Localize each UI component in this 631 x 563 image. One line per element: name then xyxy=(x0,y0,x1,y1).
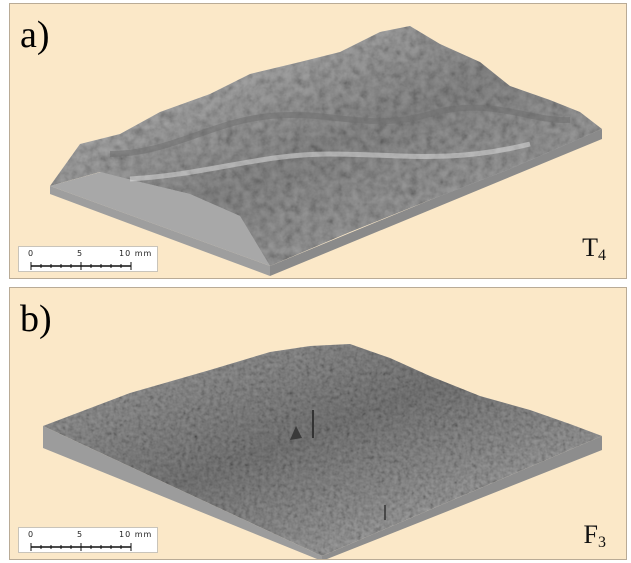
side-wall-left xyxy=(50,186,270,276)
scale-label-10: 10 mm xyxy=(119,249,153,258)
scale-bar: 0 5 10 mm xyxy=(18,246,158,272)
panel-a: a) 0 5 10 mm T4 xyxy=(9,3,627,279)
sample-label-t4: T4 xyxy=(582,233,606,264)
surface-top xyxy=(50,26,602,266)
scale-label-0: 0 xyxy=(28,249,35,258)
scale-label-0: 0 xyxy=(28,530,35,539)
side-wall-left xyxy=(43,426,322,559)
surface-render-f3 xyxy=(43,344,602,559)
surface-top xyxy=(43,344,602,556)
scale-bar: 0 5 10 mm xyxy=(18,527,158,553)
scale-label-5: 5 xyxy=(77,249,84,258)
sample-label-f3: F3 xyxy=(583,520,606,551)
panel-letter-a: a) xyxy=(20,14,50,56)
surface-render-t4 xyxy=(50,26,602,276)
side-wall-right xyxy=(322,436,602,559)
scale-label-5: 5 xyxy=(77,530,84,539)
side-wall-right xyxy=(270,129,602,276)
scale-label-10: 10 mm xyxy=(119,530,153,539)
panel-letter-b: b) xyxy=(20,298,52,340)
panel-b: b) 0 5 10 mm F3 xyxy=(9,287,627,560)
